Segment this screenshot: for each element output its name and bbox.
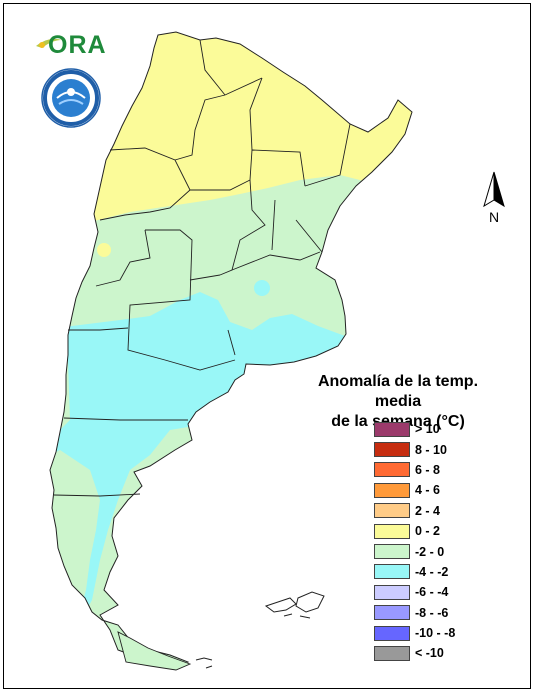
ora-logo-text: ORA: [48, 31, 107, 59]
legend-label: -10 - -8: [415, 626, 456, 641]
legend-item: -4 - -2: [374, 562, 455, 582]
legend-swatch: [374, 564, 410, 580]
legend-title-line2: de la semana (°C): [331, 413, 465, 430]
legend-item: 8 - 10: [374, 439, 455, 459]
legend-title-line1: Anomalía de la temp. media: [317, 373, 479, 410]
legend-item: < -10: [374, 643, 455, 663]
legend-label: -2 - 0: [415, 544, 445, 559]
legend-item: 6 - 8: [374, 460, 455, 480]
legend-label: -4 - -2: [415, 564, 449, 579]
legend-swatch: [374, 442, 410, 458]
north-arrow-label: N: [489, 209, 499, 225]
legend-label: > 10: [415, 422, 440, 437]
legend-label: 4 - 6: [415, 483, 441, 498]
province-borders: [53, 39, 351, 497]
legend-label: 8 - 10: [415, 442, 447, 457]
malvinas-islands: [264, 591, 325, 619]
legend-swatch: [374, 482, 410, 498]
legend-label: < -10: [415, 646, 444, 661]
zone-southwest-green-patch: [50, 450, 100, 640]
legend-swatch: [374, 462, 410, 478]
legend-swatch: [374, 523, 410, 539]
tierra-del-fuego: [117, 631, 192, 671]
legend-swatch: [374, 605, 410, 621]
zone-small-cool-spot: [254, 280, 270, 296]
legend-swatch: [374, 544, 410, 560]
legend-label: -8 - -6: [415, 605, 449, 620]
legend-list: > 10 8 - 10 6 - 8 4 - 6 2 - 4 0 - 2 -2 - 0 -4 -…: [374, 419, 455, 664]
legend-item: 2 - 4: [374, 501, 455, 521]
legend-item: -8 - -6: [374, 603, 455, 623]
legend-item: -2 - 0: [374, 541, 455, 561]
zone-small-warm-spot: [97, 243, 111, 257]
legend-label: -6 - -4: [415, 585, 449, 600]
legend-item: > 10: [374, 419, 455, 439]
legend-item: -10 - -8: [374, 623, 455, 643]
north-arrow-icon: N: [483, 171, 505, 225]
legend-swatch: [374, 645, 410, 661]
legend-label: 6 - 8: [415, 462, 441, 477]
legend-label: 0 - 2: [415, 524, 441, 539]
legend-item: 0 - 2: [374, 521, 455, 541]
legend-swatch: [374, 625, 410, 641]
legend-swatch: [374, 421, 410, 437]
legend-label: 2 - 4: [415, 503, 441, 518]
legend-swatch: [374, 584, 410, 600]
legend-item: 4 - 6: [374, 480, 455, 500]
smn-seal-icon: [41, 68, 101, 128]
legend-swatch: [374, 503, 410, 519]
legend-title: Anomalía de la temp. media de la semana …: [293, 372, 503, 432]
legend-item: -6 - -4: [374, 582, 455, 602]
ora-logo-icon: [36, 38, 62, 48]
small-south-islands: [195, 657, 213, 669]
